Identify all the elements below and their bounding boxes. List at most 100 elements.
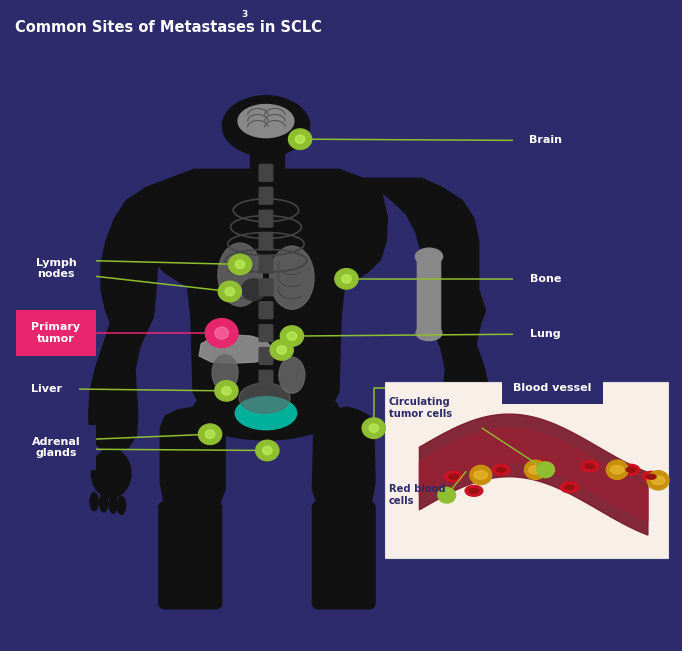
Text: Bone: Bone: [530, 274, 561, 284]
Polygon shape: [419, 414, 648, 535]
FancyBboxPatch shape: [502, 372, 603, 404]
Circle shape: [263, 447, 272, 454]
Polygon shape: [143, 169, 387, 416]
Ellipse shape: [416, 326, 442, 340]
Circle shape: [470, 465, 492, 484]
Ellipse shape: [651, 476, 665, 484]
Circle shape: [228, 254, 252, 275]
Text: Blood vessel: Blood vessel: [514, 383, 591, 393]
Text: Common Sites of Metastases in SCLC: Common Sites of Metastases in SCLC: [15, 20, 322, 35]
FancyBboxPatch shape: [259, 302, 273, 318]
FancyBboxPatch shape: [259, 325, 273, 342]
Circle shape: [606, 460, 628, 479]
Circle shape: [288, 129, 312, 149]
Text: Red blood
cells: Red blood cells: [389, 484, 445, 506]
FancyBboxPatch shape: [259, 233, 273, 250]
Circle shape: [225, 287, 235, 296]
Ellipse shape: [492, 464, 510, 475]
FancyBboxPatch shape: [385, 382, 668, 558]
Text: Circulating
tumor cells: Circulating tumor cells: [389, 397, 452, 419]
Circle shape: [241, 279, 266, 301]
Circle shape: [277, 346, 286, 354]
Ellipse shape: [222, 96, 310, 156]
Ellipse shape: [117, 496, 125, 514]
Ellipse shape: [496, 467, 506, 472]
Ellipse shape: [235, 396, 297, 430]
Ellipse shape: [238, 105, 294, 137]
Ellipse shape: [100, 494, 108, 512]
FancyBboxPatch shape: [16, 425, 96, 470]
Circle shape: [205, 318, 238, 348]
FancyBboxPatch shape: [417, 256, 441, 335]
Text: Liver: Liver: [31, 384, 62, 394]
FancyBboxPatch shape: [259, 348, 273, 365]
Ellipse shape: [449, 475, 458, 479]
Text: Brain: Brain: [529, 135, 562, 145]
Ellipse shape: [109, 495, 117, 513]
Circle shape: [647, 471, 669, 490]
Ellipse shape: [449, 449, 489, 497]
Ellipse shape: [193, 383, 340, 440]
Circle shape: [215, 327, 228, 339]
Ellipse shape: [581, 461, 599, 471]
FancyBboxPatch shape: [312, 502, 375, 609]
Polygon shape: [160, 407, 225, 512]
Circle shape: [287, 332, 297, 340]
Ellipse shape: [585, 464, 595, 469]
Ellipse shape: [565, 485, 574, 490]
FancyBboxPatch shape: [250, 131, 284, 168]
Ellipse shape: [212, 355, 238, 391]
Circle shape: [222, 387, 231, 395]
Text: Adrenal
glands: Adrenal glands: [31, 437, 80, 458]
Ellipse shape: [475, 496, 484, 514]
FancyBboxPatch shape: [514, 263, 578, 294]
Ellipse shape: [561, 482, 578, 493]
FancyBboxPatch shape: [259, 165, 273, 182]
Ellipse shape: [239, 383, 291, 413]
Ellipse shape: [474, 471, 488, 479]
Circle shape: [256, 440, 279, 461]
Text: Lung: Lung: [531, 329, 561, 339]
Ellipse shape: [90, 493, 98, 510]
FancyBboxPatch shape: [16, 311, 96, 355]
Ellipse shape: [270, 246, 314, 309]
Ellipse shape: [469, 488, 479, 493]
Polygon shape: [89, 178, 192, 452]
FancyBboxPatch shape: [514, 318, 578, 350]
Ellipse shape: [415, 248, 443, 265]
Ellipse shape: [537, 464, 547, 469]
Ellipse shape: [467, 495, 475, 513]
Ellipse shape: [529, 465, 542, 474]
FancyBboxPatch shape: [259, 256, 273, 273]
FancyBboxPatch shape: [259, 187, 273, 204]
Text: Lymph
nodes: Lymph nodes: [35, 258, 76, 279]
Ellipse shape: [458, 494, 466, 512]
Circle shape: [362, 418, 385, 438]
FancyBboxPatch shape: [159, 502, 222, 609]
Circle shape: [335, 269, 358, 289]
Circle shape: [438, 488, 456, 503]
Ellipse shape: [91, 449, 131, 497]
Circle shape: [537, 462, 554, 478]
Ellipse shape: [218, 243, 262, 306]
FancyBboxPatch shape: [514, 125, 578, 156]
Circle shape: [198, 424, 222, 445]
Circle shape: [524, 460, 546, 479]
Circle shape: [369, 424, 379, 432]
FancyBboxPatch shape: [259, 279, 273, 296]
Ellipse shape: [533, 461, 551, 471]
Polygon shape: [199, 335, 273, 363]
FancyBboxPatch shape: [259, 370, 273, 387]
Circle shape: [270, 340, 293, 360]
Circle shape: [215, 381, 238, 401]
Circle shape: [235, 260, 245, 269]
Ellipse shape: [647, 475, 656, 479]
Circle shape: [280, 326, 303, 346]
Ellipse shape: [448, 493, 456, 510]
Ellipse shape: [642, 471, 660, 482]
Ellipse shape: [465, 486, 483, 496]
Text: 3: 3: [241, 10, 248, 19]
Polygon shape: [419, 428, 648, 521]
Ellipse shape: [610, 465, 624, 474]
Ellipse shape: [626, 467, 636, 472]
